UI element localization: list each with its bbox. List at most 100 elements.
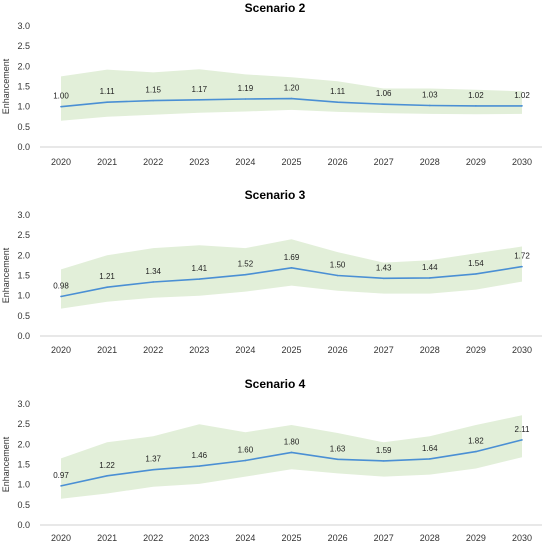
chart3-data-point bbox=[475, 450, 477, 453]
chart2-data-point bbox=[336, 274, 339, 277]
chart1-y-tick-label: 2.5 bbox=[17, 41, 30, 51]
chart3-y-tick-label: 3.0 bbox=[17, 399, 30, 409]
chart3-data-label: 1.82 bbox=[468, 437, 484, 446]
chart2-y-tick-label: 0.0 bbox=[17, 331, 30, 341]
chart3-y-axis-label: Enhancement bbox=[1, 436, 11, 492]
chart2-x-tick-label: 2028 bbox=[420, 345, 440, 355]
chart1-y-tick-label: 0.0 bbox=[17, 142, 30, 152]
chart2-x-tick-label: 2025 bbox=[281, 345, 301, 355]
chart3-x-tick-label: 2025 bbox=[281, 533, 301, 543]
chart1-data-label: 1.06 bbox=[376, 89, 392, 98]
chart3-data-point bbox=[290, 451, 293, 454]
chart1-data-point bbox=[336, 101, 339, 104]
chart1-x-tick-label: 2020 bbox=[51, 157, 71, 167]
chart2-y-tick-label: 2.0 bbox=[17, 250, 30, 260]
chart1-data-point bbox=[382, 103, 385, 106]
chart1-data-point bbox=[60, 105, 62, 108]
chart1-y-axis-label: Enhancement bbox=[1, 58, 11, 114]
chart2-band bbox=[61, 239, 522, 309]
chart3-data-point bbox=[106, 474, 108, 477]
chart3-x-tick-label: 2020 bbox=[51, 533, 71, 543]
chart3-band bbox=[61, 415, 522, 499]
chart3-data-label: 1.80 bbox=[284, 437, 300, 446]
chart2-data-point bbox=[475, 273, 477, 275]
chart3-data-point bbox=[336, 458, 339, 461]
chart3-x-tick-label: 2026 bbox=[328, 533, 348, 543]
chart3-y-tick-label: 0.5 bbox=[17, 500, 30, 510]
chart3-x-tick-label: 2028 bbox=[420, 533, 440, 543]
chart1-data-label: 1.11 bbox=[100, 87, 116, 96]
chart2-data-label: 1.69 bbox=[284, 253, 300, 262]
chart1-data-label: 1.11 bbox=[330, 87, 346, 96]
chart2-x-tick-label: 2022 bbox=[143, 345, 163, 355]
chart3-y-tick-label: 1.0 bbox=[17, 480, 30, 490]
chart1-data-label: 1.02 bbox=[514, 91, 530, 100]
chart3-data-label: 1.63 bbox=[330, 444, 346, 453]
chart2-x-tick-label: 2024 bbox=[235, 345, 255, 355]
chart2-x-tick-label: 2020 bbox=[51, 345, 71, 355]
chart1-data-label: 1.20 bbox=[284, 84, 300, 93]
chart3-data-point bbox=[521, 439, 523, 441]
chart3-data-label: 2.11 bbox=[515, 425, 531, 434]
chart2-data-point bbox=[60, 295, 62, 298]
chart3-x-tick-label: 2030 bbox=[512, 533, 532, 543]
chart1-title: Scenario 2 bbox=[245, 1, 306, 15]
chart2-data-label: 0.98 bbox=[53, 281, 69, 290]
chart2-y-tick-label: 1.5 bbox=[17, 271, 30, 281]
chart3-y-tick-label: 2.0 bbox=[17, 439, 30, 449]
chart2-x-tick-label: 2021 bbox=[97, 345, 117, 355]
chart2-data-label: 1.43 bbox=[376, 263, 392, 272]
chart1-x-tick-label: 2026 bbox=[328, 157, 348, 167]
chart3-y-tick-label: 1.5 bbox=[17, 460, 30, 470]
chart3-y-tick-label: 0.0 bbox=[17, 520, 30, 530]
chart3-x-tick-label: 2023 bbox=[189, 533, 209, 543]
chart2-x-tick-label: 2030 bbox=[512, 345, 532, 355]
chart1-x-tick-label: 2024 bbox=[235, 157, 255, 167]
chart3-title: Scenario 4 bbox=[245, 377, 306, 391]
chart2-title: Scenario 3 bbox=[245, 188, 306, 202]
chart1-data-label: 1.19 bbox=[238, 84, 254, 93]
chart1-data-label: 1.03 bbox=[422, 90, 438, 99]
chart2-data-label: 1.21 bbox=[99, 272, 115, 281]
chart3-y-tick-label: 2.5 bbox=[17, 419, 30, 429]
chart1-data-point bbox=[106, 101, 108, 104]
chart2-data-label: 1.44 bbox=[422, 263, 438, 272]
chart1-data-point bbox=[475, 105, 477, 107]
chart2-data-label: 1.52 bbox=[238, 260, 254, 269]
chart1-x-tick-label: 2022 bbox=[143, 157, 163, 167]
chart3-data-label: 1.37 bbox=[145, 455, 161, 464]
chart1-data-label: 1.02 bbox=[468, 91, 484, 100]
chart1-x-tick-label: 2023 bbox=[189, 157, 209, 167]
chart1-data-point bbox=[198, 99, 201, 101]
chart2-y-tick-label: 2.5 bbox=[17, 230, 30, 240]
chart1-band bbox=[61, 69, 522, 121]
chart3-data-point bbox=[429, 458, 431, 460]
chart3-data-label: 1.64 bbox=[422, 444, 438, 453]
chart2-y-tick-label: 3.0 bbox=[17, 210, 30, 220]
chart1-x-tick-label: 2021 bbox=[97, 157, 117, 167]
chart3-x-tick-label: 2024 bbox=[235, 533, 255, 543]
chart1-x-tick-label: 2025 bbox=[281, 157, 301, 167]
chart2-data-label: 1.72 bbox=[514, 252, 530, 261]
chart1-y-tick-label: 3.0 bbox=[17, 21, 30, 31]
chart3-data-label: 1.22 bbox=[99, 461, 115, 470]
chart3-data-point bbox=[382, 460, 385, 462]
chart2-data-label: 1.50 bbox=[330, 261, 346, 270]
chart1-data-label: 1.15 bbox=[145, 86, 161, 95]
chart2-data-point bbox=[382, 277, 385, 280]
chart1-x-tick-label: 2029 bbox=[466, 157, 486, 167]
chart2-x-tick-label: 2027 bbox=[374, 345, 394, 355]
chart2-data-point bbox=[290, 267, 293, 269]
chart2-x-tick-label: 2029 bbox=[466, 345, 486, 355]
chart3-data-point bbox=[244, 459, 247, 462]
chart2-y-axis-label: Enhancement bbox=[1, 247, 11, 303]
chart1-data-label: 1.17 bbox=[192, 85, 208, 94]
chart3-x-tick-label: 2022 bbox=[143, 533, 163, 543]
chart1-y-tick-label: 1.0 bbox=[17, 102, 30, 112]
chart2-data-point bbox=[152, 281, 154, 283]
chart2-y-tick-label: 1.0 bbox=[17, 291, 30, 301]
chart3-x-tick-label: 2021 bbox=[97, 533, 117, 543]
chart2-data-point bbox=[106, 286, 108, 288]
